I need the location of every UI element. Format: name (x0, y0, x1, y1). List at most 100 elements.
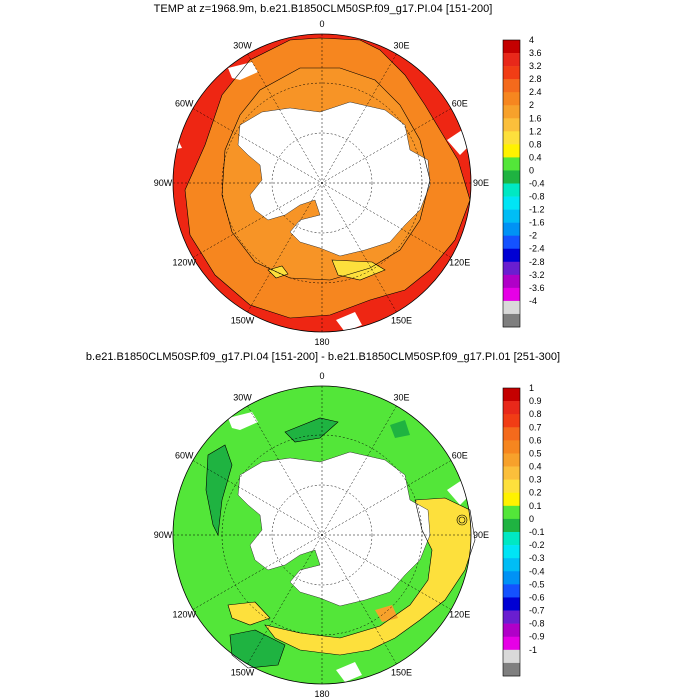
longitude-label: 30W (233, 40, 252, 50)
colorbar-swatch (503, 623, 520, 638)
colorbar-label: 0.1 (529, 501, 542, 511)
colorbar-label: 0.8 (529, 139, 542, 149)
colorbar-swatch (503, 313, 520, 328)
longitude-label: 30W (233, 392, 252, 402)
colorbar-swatch (503, 131, 520, 145)
colorbar-label: -0.8 (529, 619, 545, 629)
colorbar-swatch (503, 261, 520, 276)
colorbar-label: -1.2 (529, 205, 545, 215)
longitude-label: 180 (314, 689, 329, 699)
longitude-label: 0 (319, 371, 324, 381)
longitude-label: 150E (391, 316, 412, 326)
colorbar-swatch (503, 79, 520, 93)
map-fields (173, 34, 471, 332)
colorbar-swatch (503, 248, 520, 263)
colorbar-label: -0.7 (529, 606, 545, 616)
longitude-label: 0 (319, 19, 324, 29)
map-border (172, 385, 472, 685)
longitude-label: 90E (473, 530, 489, 540)
longitude-label: 60E (452, 99, 468, 109)
colorbar-swatch (503, 183, 520, 197)
colorbar-label: -0.4 (529, 179, 545, 189)
colorbar-swatch (503, 235, 520, 250)
colorbar-swatch (503, 118, 520, 132)
colorbar-label: 0.2 (529, 488, 542, 498)
colorbar-swatch (503, 274, 520, 289)
colorbar-swatch (503, 287, 520, 302)
colorbar-swatch (503, 170, 520, 184)
longitude-label: 60W (175, 99, 194, 109)
colorbar-label: 2.8 (529, 74, 542, 84)
colorbar-swatch (503, 401, 520, 415)
colorbar-swatch (503, 518, 520, 533)
australia-landmask (336, 662, 362, 682)
colorbar-swatch (503, 453, 520, 467)
colorbar: 1 0.9 0.8 0.7 0.6 0.5 0.4 0.3 0.2 0.1 0 -0.1 -0.2 -0.… (502, 383, 545, 677)
colorbar-label: 1.6 (529, 113, 542, 123)
antarctica-landmask (238, 102, 430, 256)
australia-landmask (336, 312, 362, 332)
dark-green-patch-ne (390, 420, 410, 438)
colorbar-border (502, 387, 521, 677)
graticule (173, 386, 471, 684)
colorbar-swatch (503, 649, 520, 664)
colorbar-label: 3.2 (529, 61, 542, 71)
colorbar-swatch (503, 144, 520, 158)
colorbar-label: -1.6 (529, 218, 545, 228)
colorbar-swatch (503, 584, 520, 598)
longitude-label: 30E (393, 40, 409, 50)
colorbar-swatch (503, 53, 520, 67)
colorbar-label: 3.6 (529, 48, 542, 58)
colorbar-swatch (503, 545, 520, 559)
colorbar-label: -0.9 (529, 632, 545, 642)
antarctica-coastline (237, 101, 431, 257)
south-america-landmask (228, 62, 258, 80)
colorbar-swatch (503, 466, 520, 480)
longitude-labels: 0 30E 60E 90E 120E 150E 180 150W 120W 90W 60W 30W (154, 371, 489, 699)
longitude-label: 120W (173, 610, 197, 620)
colorbar-swatch (503, 597, 520, 611)
contour-lines (205, 417, 476, 669)
colorbar-label: 0.7 (529, 422, 542, 432)
colorbar-swatch (503, 610, 520, 624)
longitude-label: 120E (449, 610, 470, 620)
colorbar-swatch (503, 532, 520, 546)
panel-difference: b.e21.B1850CLM50SP.f09_g17.PI.04 [151-20… (0, 350, 700, 700)
antarctica-coastline (237, 451, 431, 607)
south-america-landmask (228, 412, 258, 430)
longitude-label: 120E (449, 258, 470, 268)
colorbar-label: -2 (529, 231, 537, 241)
longitude-label: 150W (231, 316, 255, 326)
colorbar-label: -0.1 (529, 527, 545, 537)
longitude-label: 30E (393, 392, 409, 402)
longitude-label: 90E (473, 178, 489, 188)
colorbar-label: -1 (529, 645, 537, 655)
colorbar-swatch (503, 479, 520, 494)
colorbar-label: -0.3 (529, 553, 545, 563)
polar-map-difference: 0 30E 60E 90E 120E 150E 180 150W 120W 90W 60W 30W 1… (154, 371, 545, 699)
colorbar-swatch (503, 222, 520, 236)
colorbar: 4 3.6 3.2 2.8 2.4 2 1.6 1.2 0.8 0.4 0 -0.4 -0.8 -1.2 -… (502, 35, 545, 328)
colorbar-swatch (503, 196, 520, 210)
colorbar-label: -0.6 (529, 593, 545, 603)
colorbar-swatch (503, 388, 520, 402)
colorbar-swatch (503, 157, 520, 171)
longitude-label: 150E (391, 668, 412, 678)
colorbar-label: 4 (529, 35, 534, 45)
colorbar-label: -3.2 (529, 270, 545, 280)
colorbar-swatch (503, 636, 520, 651)
polar-map-temperature: 0 30E 60E 90E 120E 150E 180 150W 120W 90W 60W 30W 4… (154, 19, 545, 347)
map-border (172, 33, 472, 333)
colorbar-swatch (503, 662, 520, 677)
colorbar-label: 0.4 (529, 462, 542, 472)
colorbar-swatch (503, 300, 520, 315)
colorbar-swatch (503, 92, 520, 106)
longitude-label: 60E (452, 451, 468, 461)
colorbar-label: 0.8 (529, 409, 542, 419)
colorbar-swatch (503, 571, 520, 585)
colorbar-swatch (503, 105, 520, 119)
dark-green-patch-sw (230, 630, 285, 668)
longitude-label: 150W (231, 668, 255, 678)
colorbar-label: 0.4 (529, 152, 542, 162)
colorbar-swatch (503, 66, 520, 80)
